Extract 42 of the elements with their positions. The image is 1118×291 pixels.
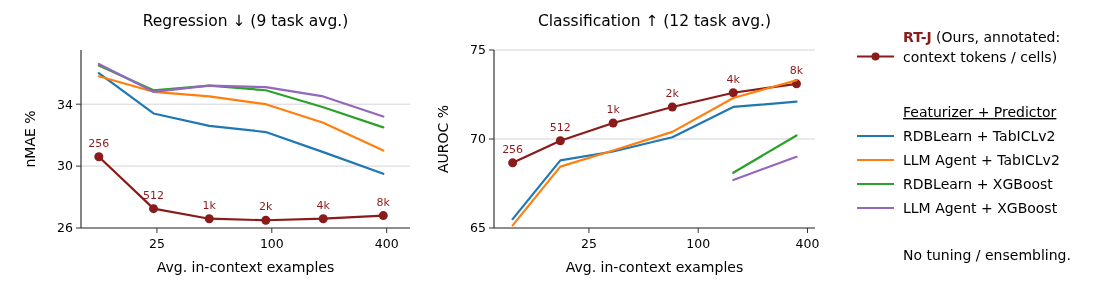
point — [149, 204, 159, 214]
y-axis-title: nMAE % — [22, 110, 38, 168]
legend-title: Featurizer + Predictor — [903, 104, 1057, 120]
annotation: 512 — [549, 120, 571, 134]
annotation: 4k — [726, 72, 741, 86]
x-axis-title: Avg. in-context examples — [565, 259, 744, 275]
legend-label: LLM Agent + XGBoost — [903, 200, 1058, 216]
x-tick-label: 400 — [795, 236, 820, 251]
legend-label: RDBLearn + TabICLv2 — [903, 128, 1056, 144]
text: No tuning / ensembling. — [903, 247, 1071, 263]
annotation: 256 — [502, 142, 524, 156]
chart-title: Classification ↑ (12 task avg.) — [537, 12, 772, 30]
annotation: 1k — [202, 198, 217, 212]
y-tick-label: 75 — [470, 42, 486, 58]
y-tick-label: 26 — [57, 220, 74, 236]
annotation: 8k — [789, 63, 804, 77]
point — [261, 215, 271, 225]
annotation: 256 — [88, 136, 110, 150]
y-tick-label: 70 — [470, 131, 487, 147]
annotation: 512 — [143, 188, 165, 202]
x-tick-label: 100 — [259, 236, 284, 251]
y-axis-title: AUROC % — [435, 104, 451, 174]
legend-label: RDBLearn + XGBoost — [903, 176, 1054, 192]
x-tick-label: 400 — [374, 236, 399, 251]
point — [204, 214, 214, 224]
point — [94, 152, 104, 162]
annotation: 2k — [665, 86, 680, 100]
legend-label: RT-J (Ours, annotated: context tokens / cells) — [903, 29, 1061, 65]
y-tick-label: 65 — [470, 220, 486, 236]
point — [318, 214, 328, 224]
y-tick-label: 30 — [57, 158, 74, 174]
annotation: 2k — [259, 200, 274, 214]
legend-label: LLM Agent + TabICLv2 — [903, 152, 1060, 168]
annotation: 4k — [316, 198, 331, 212]
x-axis-title: Avg. in-context examples — [156, 259, 335, 275]
chart-title: Regression ↓ (9 task avg.) — [142, 12, 349, 30]
x-tick-label: 100 — [686, 236, 711, 251]
annotation: 8k — [376, 195, 391, 209]
x-tick-label: 25 — [580, 236, 597, 251]
y-tick-label: 34 — [57, 96, 74, 112]
x-tick-label: 25 — [148, 236, 165, 251]
annotation: 1k — [606, 102, 621, 116]
